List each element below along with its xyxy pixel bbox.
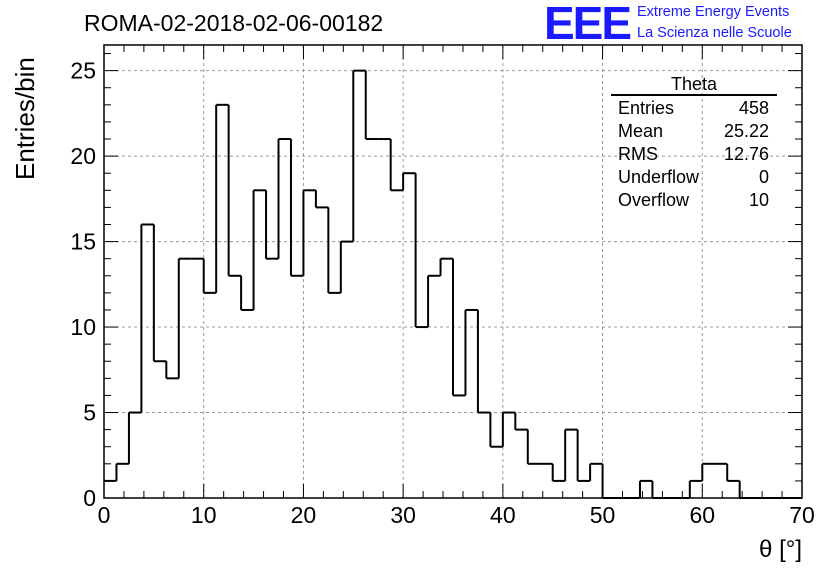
stats-row-overflow: Overflow 10 [611, 189, 777, 212]
stats-label: Underflow [618, 167, 700, 187]
y-axis-label: Entries/bin [10, 57, 40, 180]
x-tick-label: 20 [291, 502, 317, 528]
stats-label: Overflow [618, 190, 690, 210]
plot-frame [103, 44, 803, 499]
y-tick-label: 10 [70, 314, 96, 340]
x-tick-label: 40 [490, 502, 516, 528]
x-tick-label: 0 [98, 502, 111, 528]
stats-box: Theta Entries 458 Mean 25.22 RMS 12.76 U… [611, 71, 777, 212]
chart-title: ROMA-02-2018-02-06-00182 [84, 10, 384, 36]
x-tick-label: 50 [590, 502, 616, 528]
stats-row-mean: Mean 25.22 [611, 120, 777, 143]
x-tick-label: 70 [789, 502, 815, 528]
y-tick-label: 5 [83, 400, 96, 426]
logo-line-1: Extreme Energy Events [637, 4, 790, 20]
eee-logo: EEE [544, 0, 632, 49]
x-axis-label: θ [°] [759, 536, 802, 563]
stats-label: RMS [618, 144, 658, 164]
x-tick-label: 30 [390, 502, 416, 528]
logo-line-2: La Scienza nelle Scuole [637, 25, 792, 41]
stats-label: Mean [618, 121, 664, 141]
x-tick-label: 10 [191, 502, 217, 528]
stats-value: 458 [738, 98, 769, 118]
stats-value: 10 [748, 190, 769, 210]
x-tick-label: 60 [689, 502, 715, 528]
stats-value: 12.76 [723, 144, 769, 164]
stats-row-rms: RMS 12.76 [611, 143, 777, 166]
stats-value: 0 [758, 167, 769, 187]
stats-row-underflow: Underflow 0 [611, 166, 777, 189]
stats-title: Theta [670, 74, 718, 94]
stats-row-entries: Entries 458 [611, 97, 777, 120]
y-tick-label: 15 [70, 229, 96, 255]
stats-rule [611, 94, 777, 96]
stats-value: 25.22 [723, 121, 769, 141]
y-tick-label: 20 [70, 143, 96, 169]
y-tick-label: 25 [70, 58, 96, 84]
stats-label: Entries [618, 98, 675, 118]
y-tick-label: 0 [83, 485, 96, 511]
